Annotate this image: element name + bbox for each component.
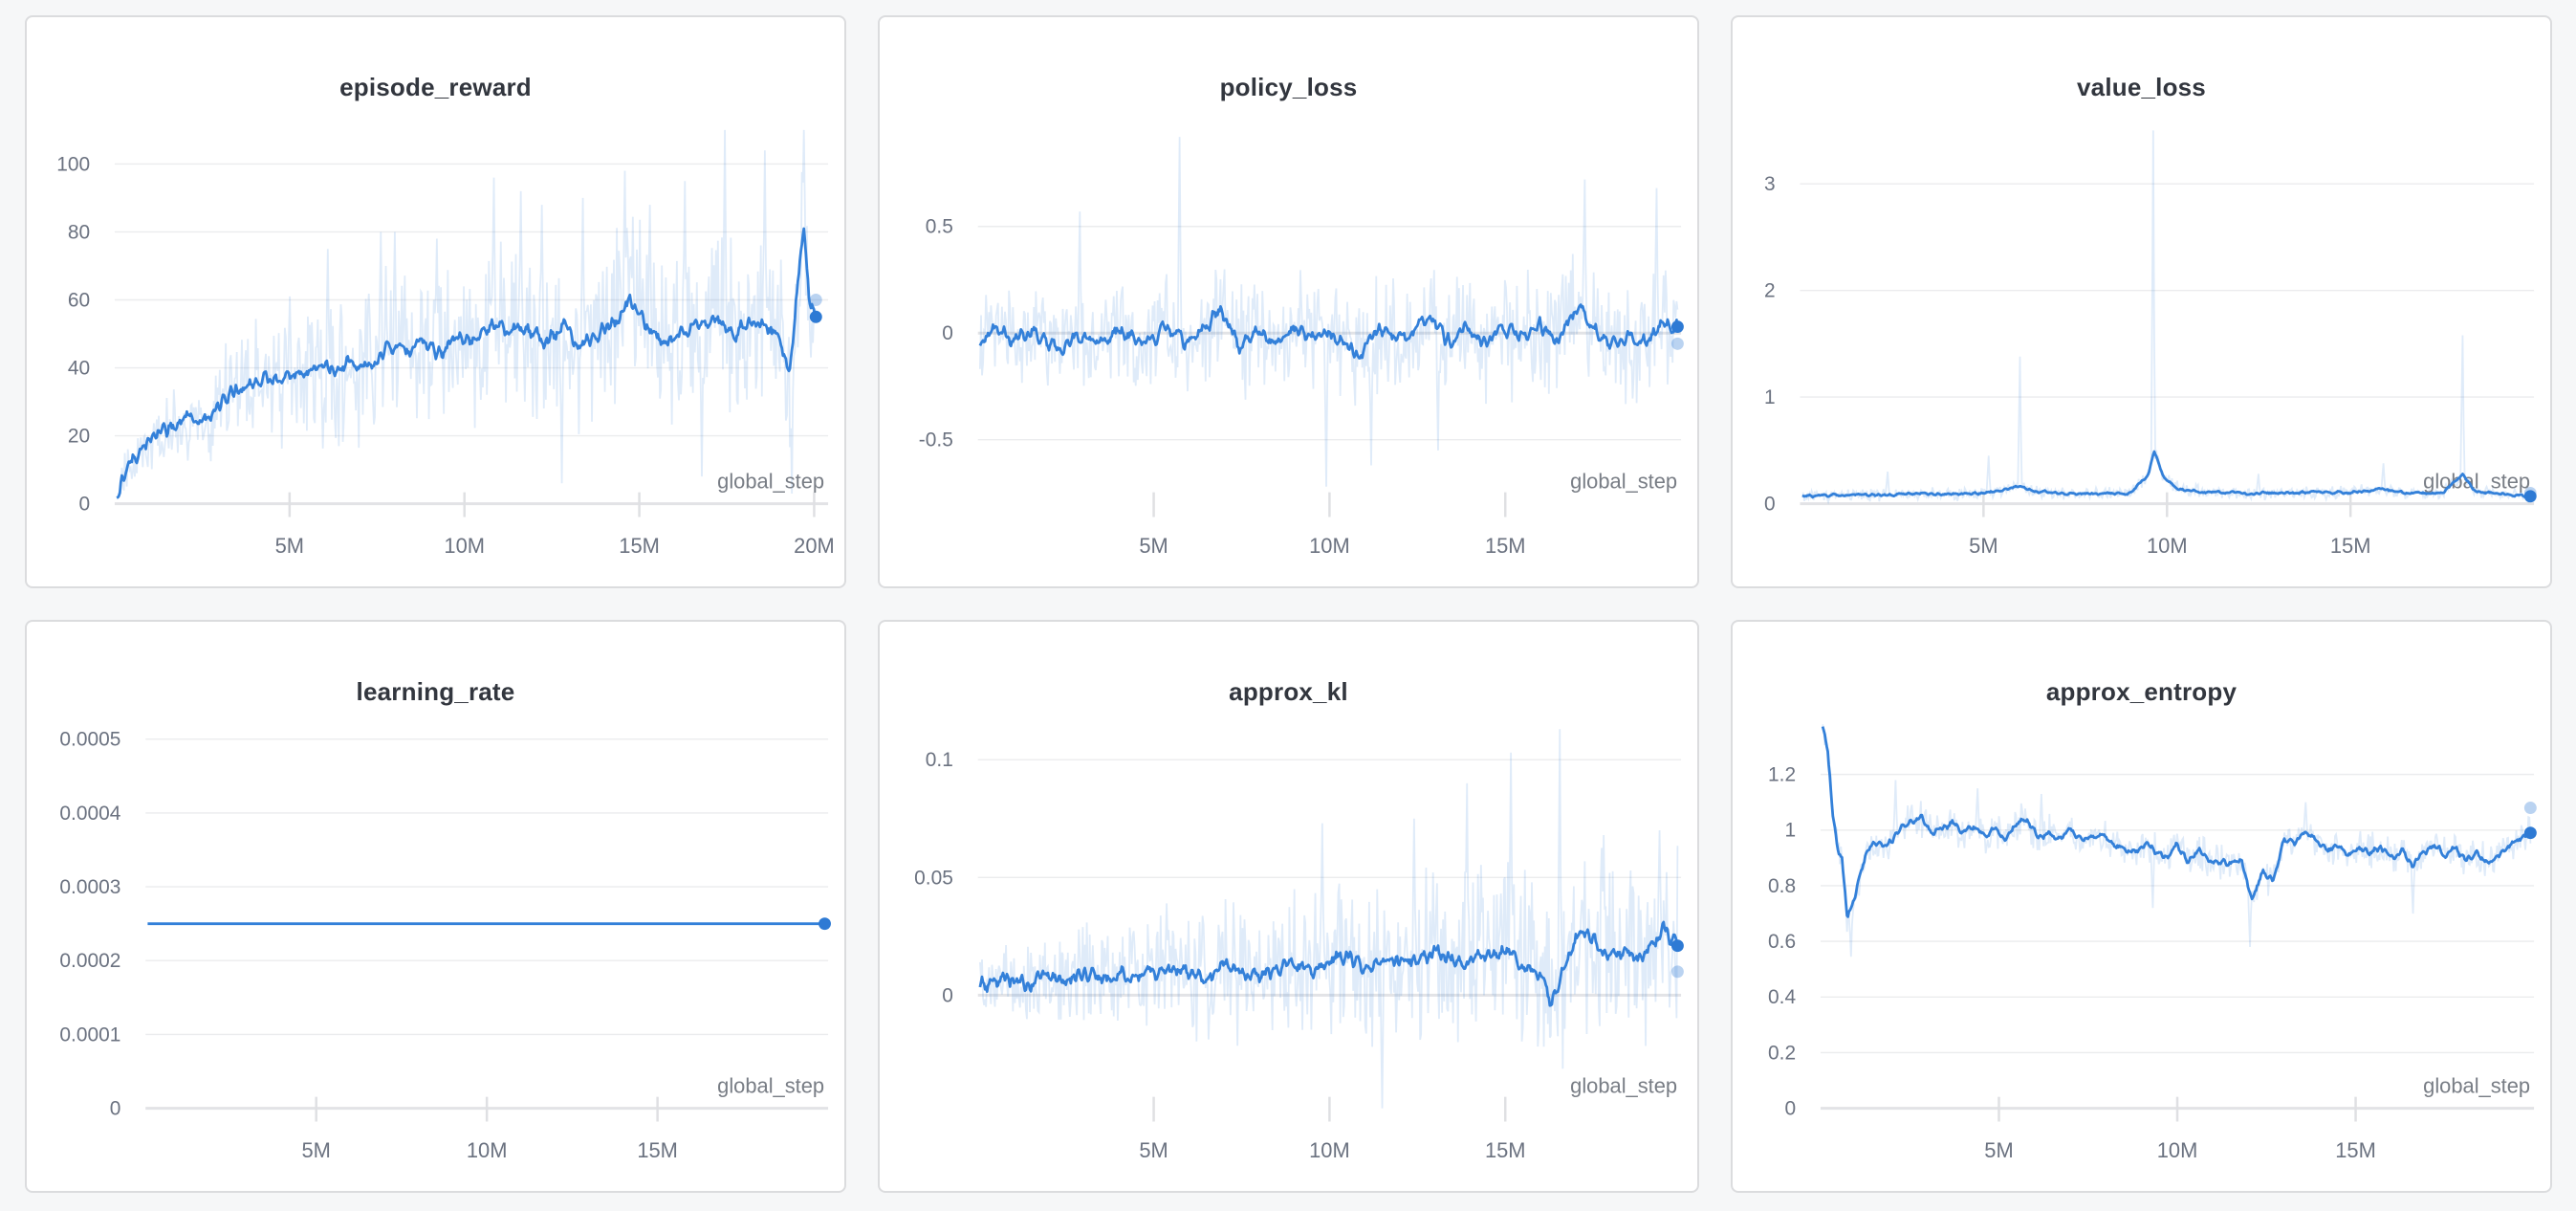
svg-text:5M: 5M (1984, 1138, 2013, 1162)
chart-panel-approx-kl[interactable]: 0 0.05 0.1 5M 10M 15M global_step approx_kl (878, 620, 1699, 1193)
chart-panel-value-loss[interactable]: 0 1 2 3 5M 10M 15M global_step value_loss (1731, 15, 2552, 588)
svg-text:5M: 5M (275, 534, 304, 558)
svg-text:global_step: global_step (717, 1074, 824, 1098)
svg-text:0: 0 (110, 1098, 121, 1120)
svg-text:0.5: 0.5 (926, 216, 953, 238)
svg-text:0.0002: 0.0002 (59, 950, 120, 972)
svg-text:0: 0 (78, 494, 90, 516)
chart-canvas[interactable]: 0 0.0001 0.0002 0.0003 0.0004 0.0005 5M 10M 15M g… (27, 622, 844, 1191)
chart-canvas[interactable]: 0 0.2 0.4 0.6 0.8 1 1.2 5M 10M 15M global_step (1733, 622, 2550, 1191)
svg-text:10M: 10M (1309, 534, 1350, 558)
svg-text:0: 0 (1764, 494, 1776, 516)
svg-text:15M: 15M (2335, 1138, 2376, 1162)
svg-text:0.0003: 0.0003 (59, 876, 120, 898)
svg-text:global_step: global_step (717, 470, 824, 494)
svg-text:5M: 5M (1139, 534, 1168, 558)
chart-canvas[interactable]: 0 1 2 3 5M 10M 15M global_step (1733, 17, 2550, 586)
svg-text:global_step: global_step (2423, 1074, 2530, 1098)
svg-text:20: 20 (68, 426, 90, 448)
svg-text:0.0001: 0.0001 (59, 1024, 120, 1046)
chart-panel-policy-loss[interactable]: -0.5 0 0.5 5M 10M 15M global_step policy_loss (878, 15, 1699, 588)
chart-panel-episode-reward[interactable]: 0 20 40 60 80 100 5M 10M 15M 20M global_step episo… (25, 15, 846, 588)
svg-text:0.4: 0.4 (1768, 986, 1796, 1008)
chart-canvas[interactable]: 0 0.05 0.1 5M 10M 15M global_step (880, 622, 1697, 1191)
svg-text:0.6: 0.6 (1768, 931, 1796, 953)
svg-text:1.2: 1.2 (1768, 764, 1796, 786)
svg-text:15M: 15M (619, 534, 660, 558)
svg-text:20M: 20M (794, 534, 835, 558)
svg-text:10M: 10M (1309, 1138, 1350, 1162)
svg-text:5M: 5M (1969, 534, 1997, 558)
svg-text:10M: 10M (444, 534, 485, 558)
svg-text:10M: 10M (467, 1138, 508, 1162)
svg-text:15M: 15M (1485, 534, 1526, 558)
svg-text:80: 80 (68, 221, 90, 243)
svg-text:0.2: 0.2 (1768, 1042, 1796, 1064)
svg-text:15M: 15M (1485, 1138, 1526, 1162)
svg-text:10M: 10M (2147, 534, 2188, 558)
svg-text:5M: 5M (301, 1138, 330, 1162)
svg-text:global_step: global_step (2423, 470, 2530, 494)
svg-text:40: 40 (68, 357, 90, 379)
chart-panel-learning-rate[interactable]: 0 0.0001 0.0002 0.0003 0.0004 0.0005 5M 10M 15M g… (25, 620, 846, 1193)
svg-text:2: 2 (1764, 280, 1776, 302)
svg-text:10M: 10M (2157, 1138, 2198, 1162)
svg-text:0.1: 0.1 (926, 749, 953, 771)
svg-text:1: 1 (1784, 820, 1796, 842)
svg-text:5M: 5M (1139, 1138, 1168, 1162)
svg-text:0: 0 (1784, 1098, 1796, 1120)
svg-text:0: 0 (942, 984, 953, 1006)
chart-panel-approx-entropy[interactable]: 0 0.2 0.4 0.6 0.8 1 1.2 5M 10M 15M global_step app… (1731, 620, 2552, 1193)
svg-text:0.8: 0.8 (1768, 875, 1796, 897)
svg-text:1: 1 (1764, 386, 1776, 408)
svg-text:global_step: global_step (1570, 470, 1677, 494)
svg-text:global_step: global_step (1570, 1074, 1677, 1098)
svg-text:-0.5: -0.5 (919, 429, 953, 451)
svg-text:0: 0 (942, 322, 953, 344)
svg-text:0.05: 0.05 (914, 867, 953, 889)
svg-text:60: 60 (68, 289, 90, 311)
svg-text:0.0004: 0.0004 (59, 803, 120, 825)
chart-canvas[interactable]: -0.5 0 0.5 5M 10M 15M global_step (880, 17, 1697, 586)
chart-canvas[interactable]: 0 20 40 60 80 100 5M 10M 15M 20M global_step (27, 17, 844, 586)
svg-text:15M: 15M (2330, 534, 2371, 558)
svg-text:3: 3 (1764, 173, 1776, 195)
svg-text:0.0005: 0.0005 (59, 729, 120, 751)
svg-text:15M: 15M (637, 1138, 678, 1162)
svg-text:100: 100 (56, 153, 90, 175)
